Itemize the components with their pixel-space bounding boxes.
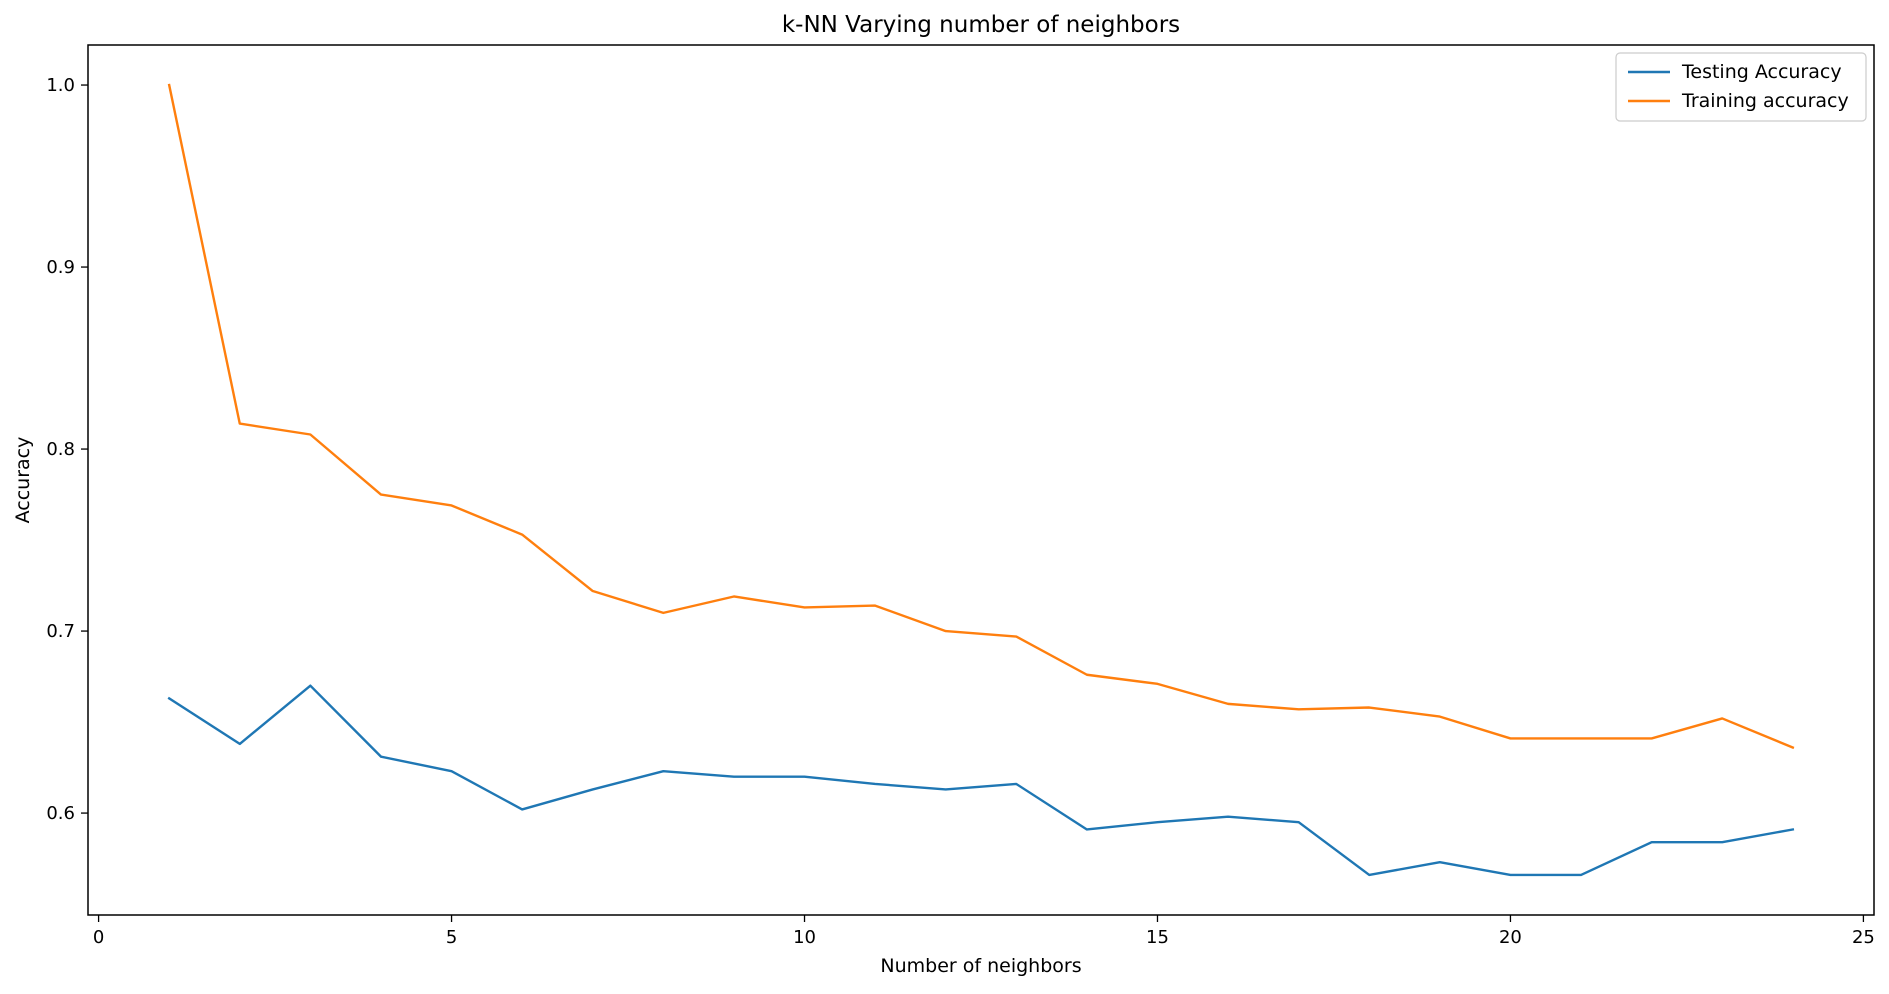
x-tick-label: 15 <box>1146 927 1169 948</box>
x-tick-label: 25 <box>1852 927 1875 948</box>
legend-label: Testing Accuracy <box>1681 61 1842 83</box>
y-tick-label: 0.9 <box>46 257 75 278</box>
x-axis-ticks: 0 5 10 15 20 25 <box>93 915 1875 948</box>
series-line-testing-accuracy <box>167 684 1795 877</box>
plot-area-frame <box>87 44 1875 916</box>
series-line-training-accuracy <box>167 83 1795 750</box>
y-tick-label: 0.7 <box>46 621 75 642</box>
y-axis-label: Accuracy <box>12 437 34 524</box>
chart-title: k-NN Varying number of neighbors <box>782 12 1180 38</box>
x-axis-label: Number of neighbors <box>880 955 1081 977</box>
y-tick-label: 0.8 <box>46 439 75 460</box>
x-tick-label: 20 <box>1499 927 1522 948</box>
y-tick-label: 0.6 <box>46 803 75 824</box>
x-tick-label: 5 <box>446 927 457 948</box>
legend: Testing Accuracy Training accuracy <box>1615 52 1867 122</box>
x-tick-label: 10 <box>793 927 816 948</box>
legend-label: Training accuracy <box>1681 90 1849 112</box>
legend-box <box>1615 52 1867 122</box>
y-tick-label: 1.0 <box>46 75 75 96</box>
series-layer <box>167 83 1795 877</box>
y-axis-ticks: 0.6 0.7 0.8 0.9 1.0 <box>46 75 88 824</box>
x-tick-label: 0 <box>93 927 104 948</box>
